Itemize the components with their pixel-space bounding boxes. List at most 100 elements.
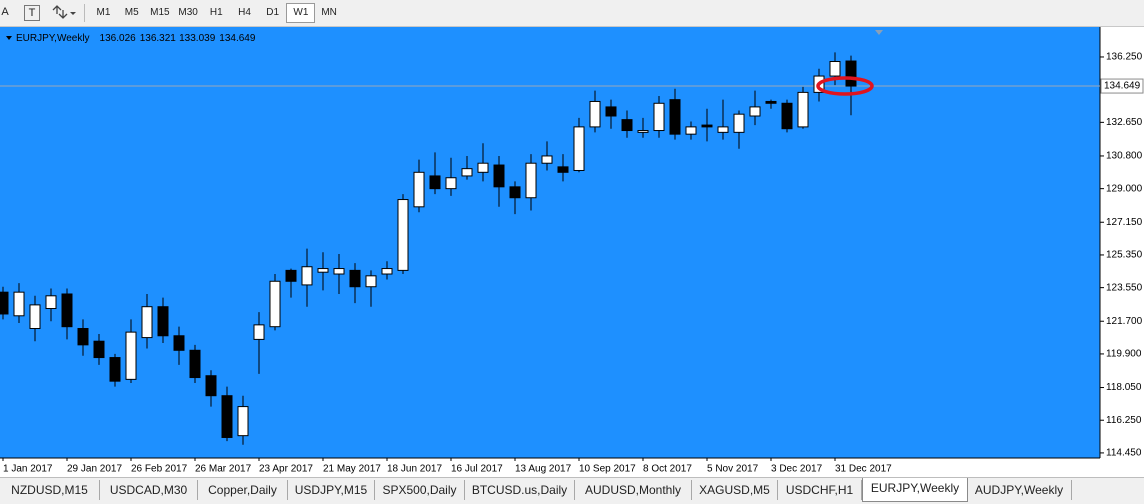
- candle-body: [461, 168, 473, 177]
- price-label: 134.649: [1100, 78, 1144, 94]
- timeframe-button[interactable]: M5: [124, 7, 139, 18]
- timeframe-button[interactable]: H4: [238, 7, 251, 18]
- timeframe-button[interactable]: H1: [209, 7, 223, 18]
- chart-tab[interactable]: BTCUSD.us,Daily: [465, 480, 575, 500]
- candle-body: [29, 304, 41, 330]
- candle-body: [237, 406, 249, 437]
- x-tick-label: 5 Nov 2017: [707, 464, 759, 475]
- chart-tab[interactable]: USDCHF,H1: [778, 480, 862, 500]
- shift-marker: [875, 30, 883, 35]
- candle-body: [573, 126, 585, 171]
- text-tool[interactable]: A: [1, 6, 9, 18]
- y-tick-label: 125.350: [1106, 250, 1143, 261]
- candle-body: [365, 275, 377, 288]
- candle-body: [605, 106, 617, 117]
- header-arrow: [6, 36, 12, 40]
- arrows-tool[interactable]: [50, 5, 78, 21]
- chart-tab[interactable]: AUDJPY,Weekly: [967, 480, 1072, 500]
- y-tick-label: 132.650: [1106, 117, 1143, 128]
- y-tick-label: 136.250: [1106, 52, 1143, 63]
- timeframe-button[interactable]: M30: [178, 7, 198, 18]
- candle-body: [269, 280, 281, 328]
- x-tick-label: 31 Dec 2017: [835, 464, 892, 475]
- candle-body: [829, 61, 841, 77]
- y-tick-label: 119.900: [1106, 349, 1142, 360]
- candle-body: [493, 164, 505, 188]
- candle-body: [653, 102, 665, 132]
- price-axis-panel: [1100, 27, 1144, 458]
- chart-tab[interactable]: EURJPY,Weekly: [862, 478, 968, 502]
- x-tick-label: 26 Mar 2017: [195, 464, 252, 475]
- candle-body: [701, 124, 713, 128]
- plot-background: [0, 27, 1100, 458]
- price-label-text: 134.649: [1104, 81, 1141, 92]
- annotation-circle: [816, 76, 874, 96]
- label-tool[interactable]: T: [24, 5, 40, 21]
- y-tick-label: 123.550: [1106, 282, 1143, 293]
- candle-body: [205, 375, 217, 397]
- chart-tab[interactable]: AUDUSD,Monthly: [575, 480, 692, 500]
- chart-tab[interactable]: Copper,Daily: [198, 480, 288, 500]
- candle-body: [253, 324, 265, 340]
- x-tick-label: 23 Apr 2017: [259, 464, 313, 475]
- candle-body: [285, 269, 297, 282]
- x-tick-label: 1 Jan 2017: [3, 464, 53, 475]
- y-tick-label: 130.800: [1106, 151, 1143, 162]
- x-tick-label: 10 Sep 2017: [579, 464, 636, 475]
- x-tick-label: 13 Aug 2017: [515, 464, 572, 475]
- timeframe-button[interactable]: W1: [286, 3, 316, 23]
- candle-body: [413, 171, 425, 208]
- chart-tab[interactable]: XAGUSD,M5: [692, 480, 778, 500]
- separator: [84, 4, 85, 22]
- candle-body: [637, 130, 649, 133]
- candle-body: [397, 199, 409, 271]
- candle-body: [109, 357, 121, 382]
- x-tick-label: 26 Feb 2017: [131, 464, 188, 475]
- candle-body: [541, 155, 553, 164]
- x-tick-label: 8 Oct 2017: [643, 464, 692, 475]
- candle-body: [189, 349, 201, 379]
- x-tick-label: 16 Jul 2017: [451, 464, 503, 475]
- candle-body: [845, 60, 857, 87]
- candle-body: [0, 291, 9, 315]
- y-tick-label: 114.450: [1106, 448, 1142, 459]
- y-tick-label: 129.000: [1106, 183, 1143, 194]
- timeframe-button[interactable]: MN: [321, 7, 337, 18]
- candle-body: [77, 328, 89, 346]
- x-tick-label: 21 May 2017: [323, 464, 381, 475]
- candle-body: [557, 166, 569, 173]
- chart-header: EURJPY,Weekly 136.026 136.321 133.039 134.64…: [16, 33, 256, 44]
- header-field: 136.026: [100, 33, 137, 44]
- candle-body: [125, 331, 137, 380]
- y-tick-label: 118.050: [1106, 382, 1142, 393]
- y-tick-label: 121.700: [1106, 316, 1143, 327]
- y-tick-label: 116.250: [1106, 415, 1142, 426]
- candle-body: [765, 100, 777, 104]
- candle-body: [477, 162, 489, 173]
- candle-body: [797, 91, 809, 128]
- timeframe-button[interactable]: M15: [150, 7, 170, 18]
- time-axis-panel: [0, 458, 1144, 477]
- header-field: 133.039: [179, 33, 216, 44]
- header-field: 134.649: [219, 33, 256, 44]
- header-field: 136.321: [140, 33, 177, 44]
- candle-body: [717, 126, 729, 133]
- tab-bar: NZDUSD,M15 USDCAD,M30 Copper,Daily USDJPY,M…: [0, 477, 1144, 504]
- candle-body: [173, 335, 185, 351]
- candle-body: [333, 268, 345, 275]
- chart-tab[interactable]: USDCAD,M30: [100, 480, 198, 500]
- chart-tab[interactable]: USDJPY,M15: [288, 480, 375, 500]
- timeframe-button[interactable]: D1: [266, 7, 280, 18]
- candle-body: [317, 268, 329, 273]
- y-tick-label: 127.150: [1106, 217, 1143, 228]
- toolbar: A T M1 M5 M15 M30 H1 H4 D1 W1 MN: [0, 0, 1144, 27]
- chart-tab[interactable]: SPX500,Daily: [375, 480, 465, 500]
- chart: 114.450 116.250 118.050 119.900 121.700 123.5…: [0, 27, 1144, 477]
- chart-tab[interactable]: NZDUSD,M15: [0, 480, 100, 500]
- candle-body: [749, 106, 761, 117]
- candle-body: [141, 306, 153, 339]
- candle-body: [349, 269, 361, 288]
- timeframe-button[interactable]: M1: [96, 7, 111, 18]
- header-field: EURJPY,Weekly: [16, 33, 90, 44]
- x-tick-label: 3 Dec 2017: [771, 464, 823, 475]
